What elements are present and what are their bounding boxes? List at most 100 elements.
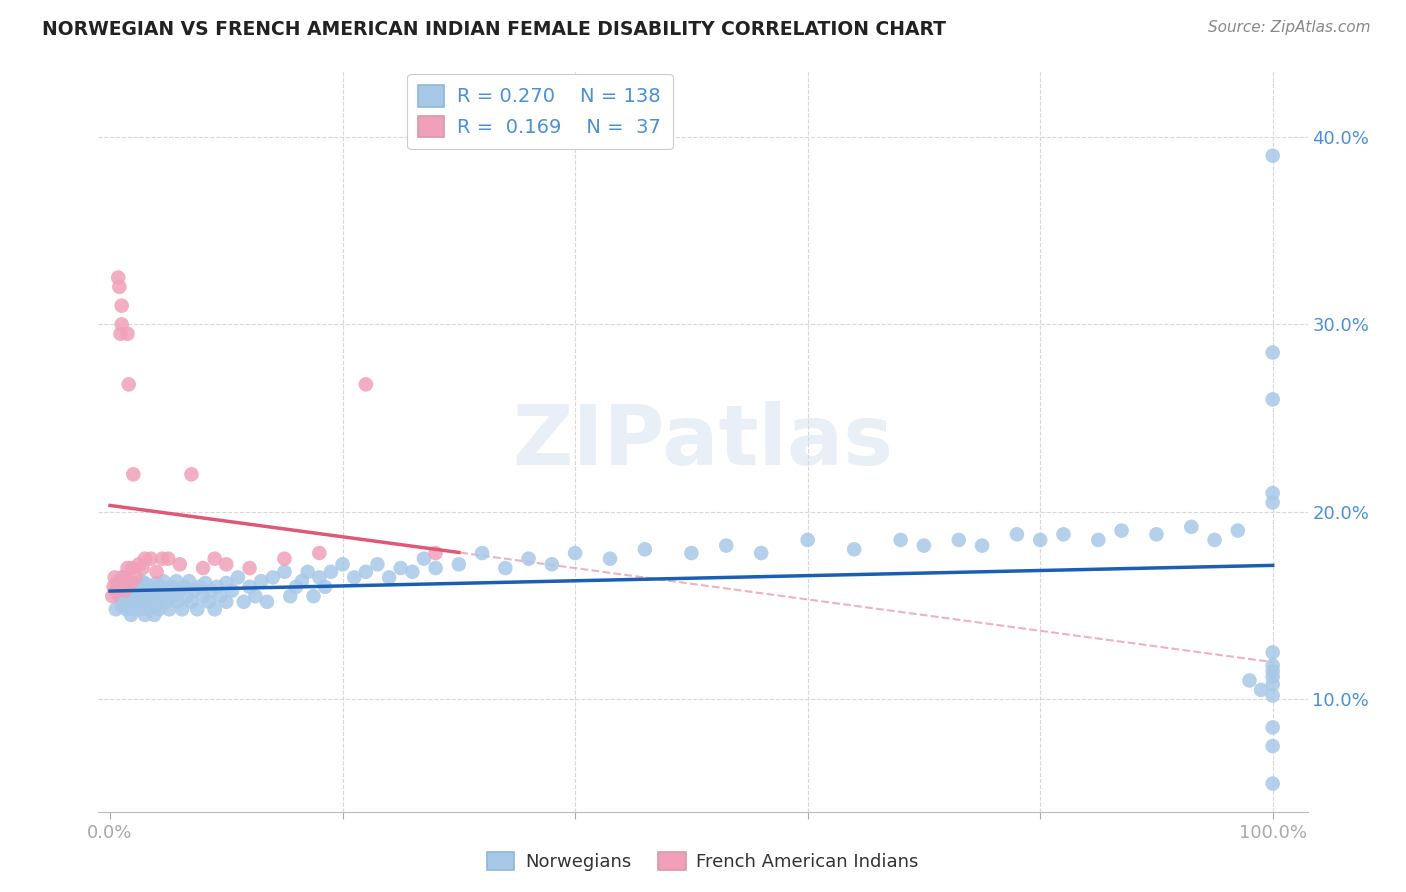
Point	[135, 593, 157, 607]
Point	[681, 546, 703, 560]
Point	[150, 551, 173, 566]
Point	[389, 561, 412, 575]
Point	[209, 589, 232, 603]
Text: Source: ZipAtlas.com: Source: ZipAtlas.com	[1208, 20, 1371, 35]
Point	[138, 589, 160, 603]
Point	[129, 589, 152, 603]
Point	[191, 561, 214, 575]
Point	[1005, 527, 1028, 541]
Point	[278, 589, 301, 603]
Point	[354, 377, 377, 392]
Point	[125, 583, 148, 598]
Point	[273, 551, 295, 566]
Point	[117, 326, 139, 341]
Point	[108, 280, 131, 294]
Point	[139, 551, 162, 566]
Point	[111, 570, 134, 584]
Point	[111, 599, 134, 613]
Point	[1226, 524, 1249, 538]
Point	[157, 602, 180, 616]
Point	[1250, 682, 1272, 697]
Point	[117, 574, 139, 589]
Point	[183, 583, 205, 598]
Point	[314, 580, 336, 594]
Point	[148, 602, 170, 616]
Point	[134, 607, 156, 622]
Point	[1111, 524, 1133, 538]
Point	[1052, 527, 1074, 541]
Point	[101, 589, 124, 603]
Point	[179, 574, 201, 589]
Point	[285, 580, 308, 594]
Point	[425, 546, 447, 560]
Point	[1261, 645, 1284, 659]
Point	[108, 589, 131, 603]
Point	[302, 589, 325, 603]
Point	[221, 583, 243, 598]
Point	[239, 580, 262, 594]
Point	[1261, 149, 1284, 163]
Point	[634, 542, 657, 557]
Point	[1261, 739, 1284, 753]
Point	[111, 570, 134, 584]
Point	[239, 561, 262, 575]
Point	[157, 583, 180, 598]
Point	[121, 589, 143, 603]
Point	[188, 580, 211, 594]
Point	[146, 589, 169, 603]
Point	[110, 326, 132, 341]
Point	[134, 551, 156, 566]
Point	[1261, 664, 1284, 678]
Point	[401, 565, 423, 579]
Point	[128, 558, 150, 572]
Point	[124, 589, 146, 603]
Point	[1204, 533, 1226, 547]
Point	[114, 580, 136, 594]
Point	[494, 561, 516, 575]
Point	[145, 599, 167, 613]
Point	[160, 580, 183, 594]
Point	[1261, 720, 1284, 734]
Point	[262, 570, 284, 584]
Point	[122, 599, 145, 613]
Point	[1261, 689, 1284, 703]
Point	[1029, 533, 1052, 547]
Point	[112, 576, 135, 591]
Point	[948, 533, 970, 547]
Text: ZIPatlas: ZIPatlas	[513, 401, 893, 482]
Point	[107, 270, 129, 285]
Point	[471, 546, 494, 560]
Point	[127, 593, 149, 607]
Point	[139, 580, 162, 594]
Point	[110, 576, 132, 591]
Point	[200, 583, 222, 598]
Point	[172, 602, 194, 616]
Point	[180, 595, 202, 609]
Point	[107, 583, 129, 598]
Point	[540, 558, 562, 572]
Point	[319, 565, 342, 579]
Point	[232, 595, 254, 609]
Point	[447, 558, 470, 572]
Point	[297, 565, 319, 579]
Point	[104, 602, 127, 616]
Point	[191, 589, 214, 603]
Point	[142, 583, 165, 598]
Point	[152, 574, 174, 589]
Point	[157, 551, 180, 566]
Point	[716, 539, 738, 553]
Point	[117, 589, 139, 603]
Point	[149, 580, 172, 594]
Point	[131, 574, 153, 589]
Point	[173, 580, 195, 594]
Point	[273, 565, 295, 579]
Point	[163, 589, 186, 603]
Point	[970, 539, 993, 553]
Point	[150, 589, 173, 603]
Point	[1261, 658, 1284, 673]
Point	[111, 318, 134, 332]
Point	[143, 607, 166, 622]
Point	[599, 551, 621, 566]
Point	[205, 580, 228, 594]
Point	[194, 576, 217, 591]
